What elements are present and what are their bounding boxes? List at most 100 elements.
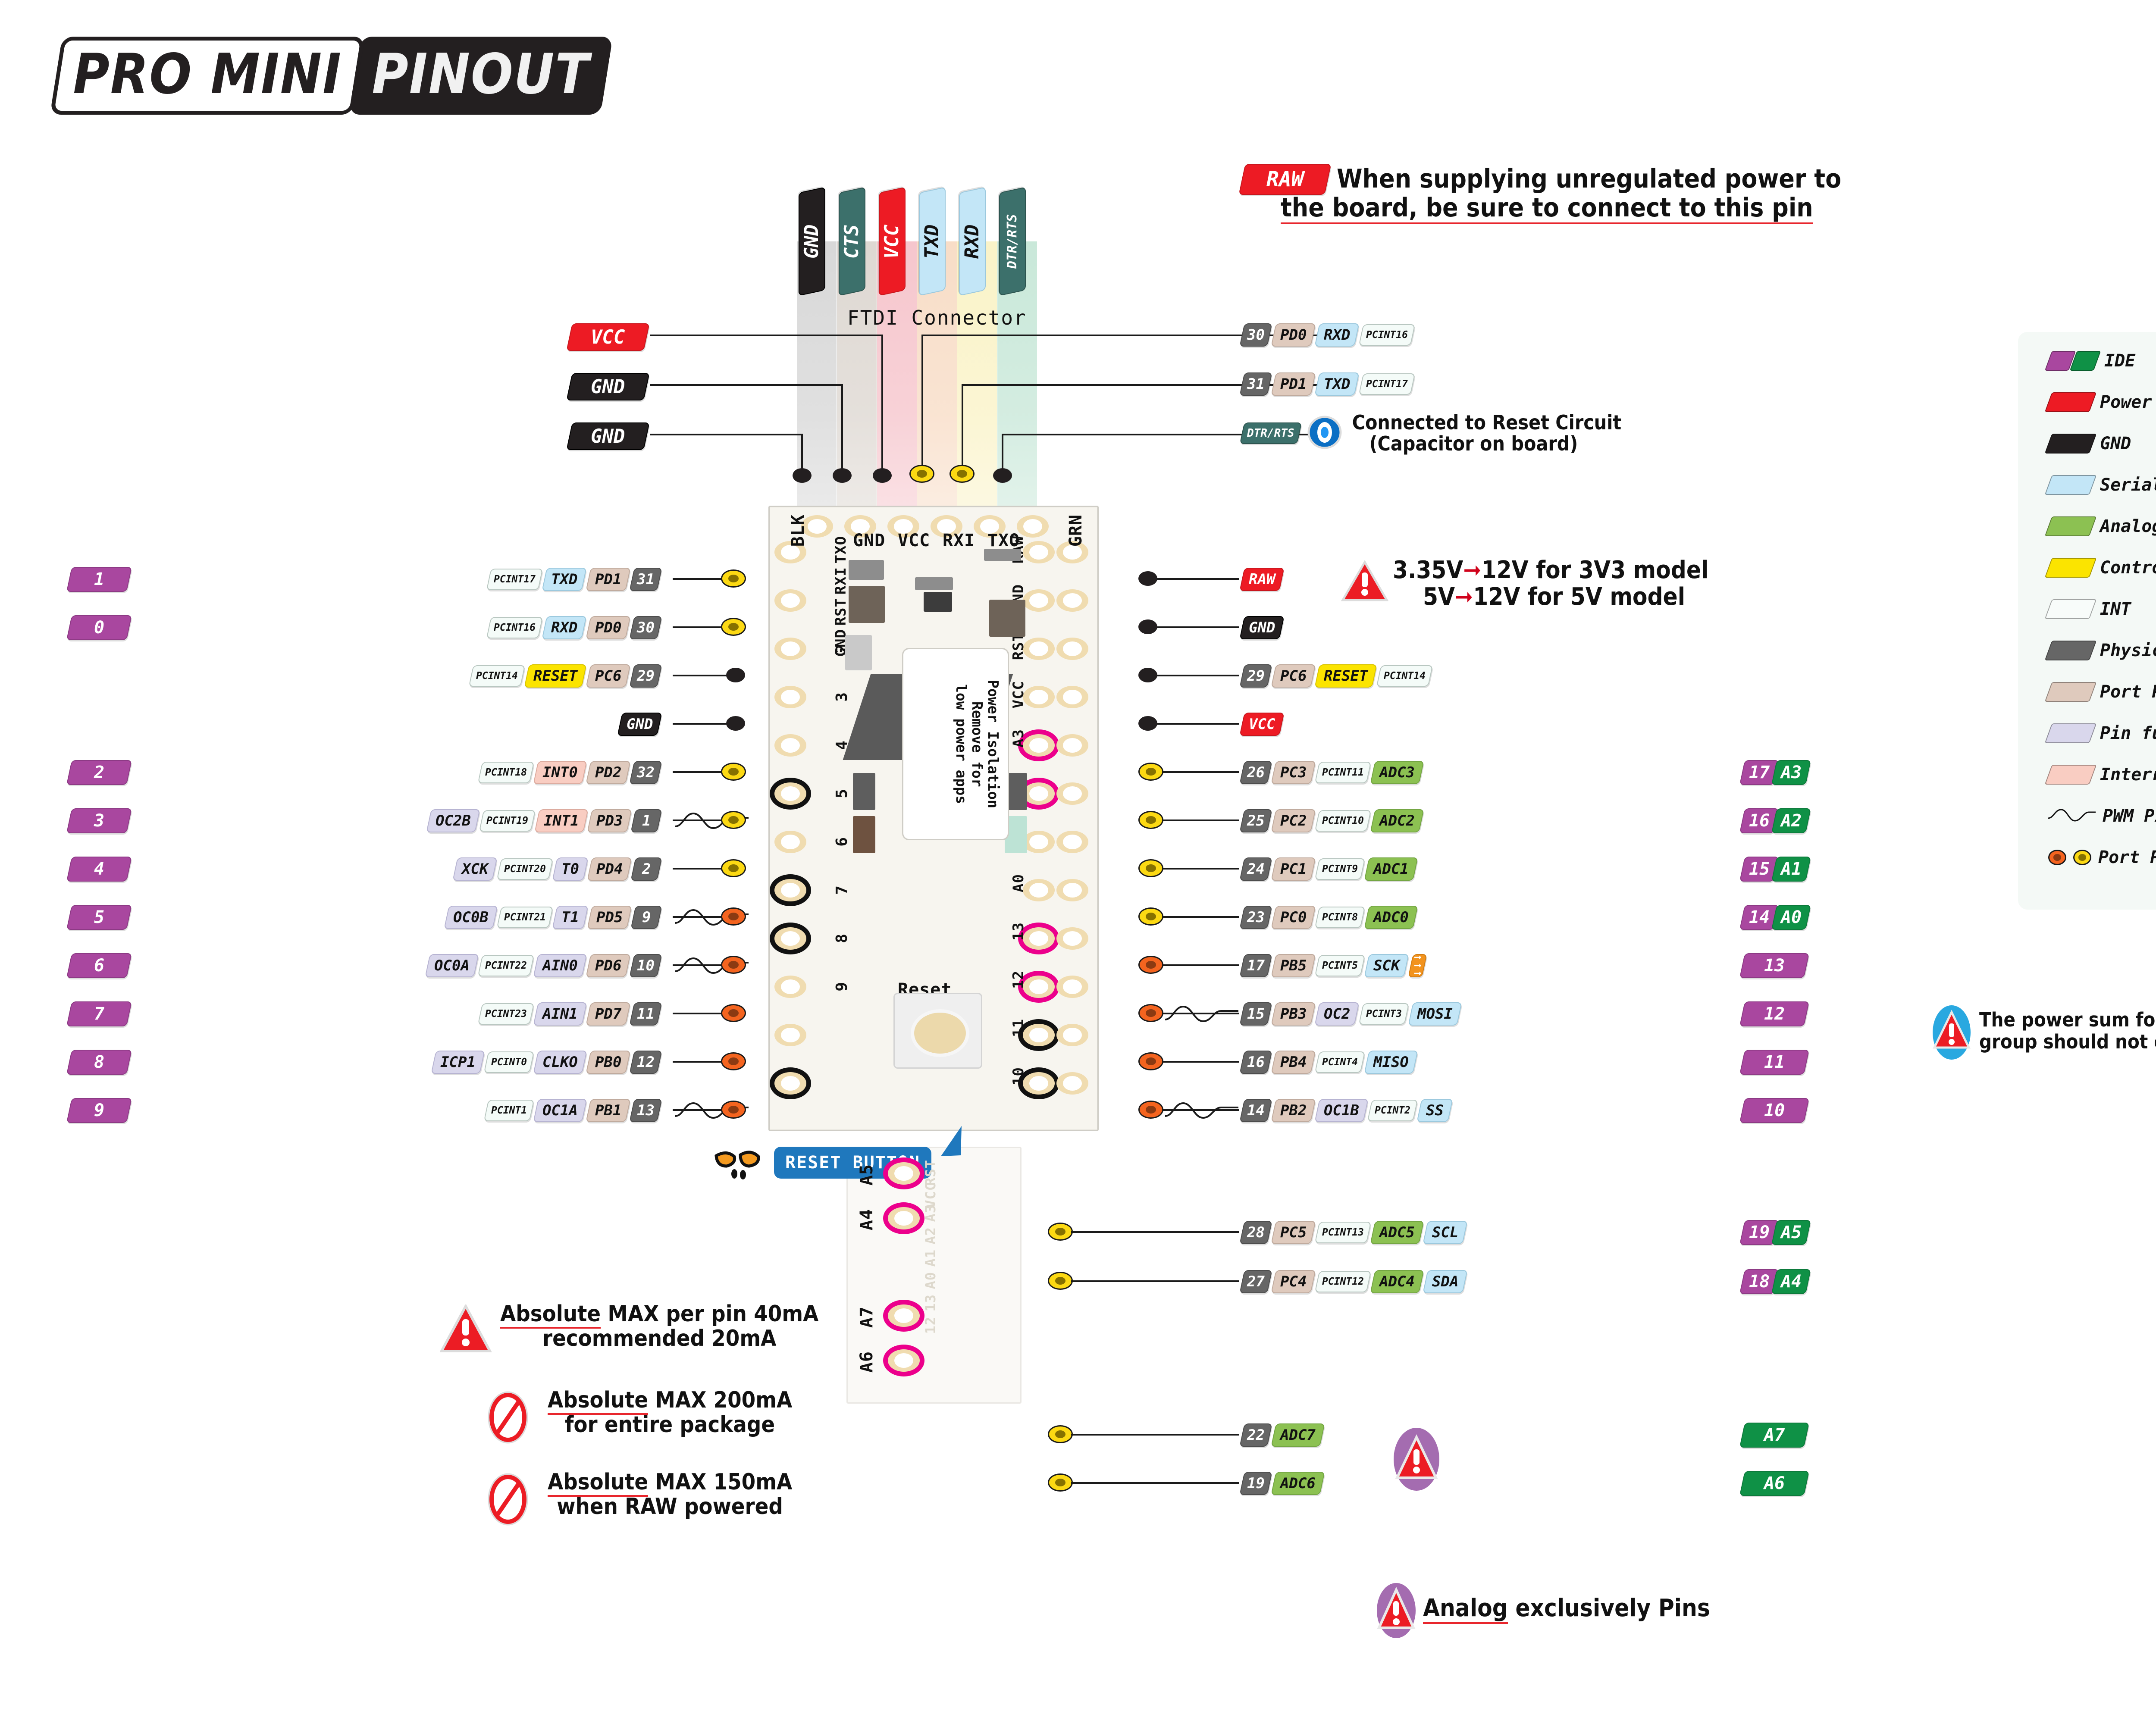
tag-alt: T1 bbox=[552, 906, 589, 929]
ide-number-right: 10 bbox=[1739, 1098, 1810, 1123]
legend-label: Serial Pin bbox=[2100, 475, 2156, 495]
leader-line bbox=[673, 626, 724, 628]
ftdi-pin-vcc: VCC bbox=[879, 187, 906, 296]
tag-physical: 11 bbox=[629, 1002, 662, 1026]
legend-swatch bbox=[2044, 599, 2097, 619]
power-sum-warning-icon bbox=[1932, 1004, 1971, 1062]
ide-number-left: 0 bbox=[66, 615, 132, 640]
tag-port: PD6 bbox=[585, 954, 631, 977]
board-right-pad-0 bbox=[1023, 541, 1055, 563]
legend-swatch bbox=[2044, 516, 2097, 536]
silk-leftnum-8: 8 bbox=[833, 933, 851, 943]
ide-analog-pair: 12 bbox=[1739, 1001, 1810, 1026]
tag-gnd: GND bbox=[617, 713, 662, 736]
port-power-dot-black bbox=[833, 468, 852, 483]
board-resistor-2 bbox=[984, 549, 1021, 561]
port-power-dot-orange bbox=[1138, 1101, 1163, 1119]
leader-line bbox=[673, 771, 724, 773]
board-right-pad-11 bbox=[1023, 1072, 1055, 1095]
silk-top-VCC: VCC bbox=[898, 531, 931, 551]
tag-alt: ADC0 bbox=[1364, 906, 1419, 929]
legend-swatch bbox=[2044, 765, 2097, 785]
tag-physical: 32 bbox=[629, 761, 662, 784]
board-left-pad-8 bbox=[774, 927, 806, 950]
triangle-warning-icon bbox=[439, 1303, 492, 1355]
port-power-dot-yellow bbox=[950, 465, 975, 483]
legend-item: IDE bbox=[2044, 347, 2135, 374]
raw-voltage-line2: 5V➞12V for 5V model bbox=[1423, 583, 1708, 610]
tag-physical: 23 bbox=[1239, 906, 1272, 929]
ftdi-serial-row: 30 PD0 RXD PCINT16 bbox=[1239, 322, 1416, 347]
adc-only-row: 19 ADC6 bbox=[1239, 1471, 1325, 1496]
tag-adc: ADC5 bbox=[1370, 1221, 1424, 1244]
silk-top-RXI: RXI bbox=[943, 531, 975, 551]
leader-line bbox=[1071, 1231, 1239, 1233]
leader-line bbox=[673, 1061, 724, 1063]
board-left-pad-6 bbox=[774, 831, 806, 853]
ftdi-pin-gnd: GND bbox=[799, 187, 825, 296]
ide-analog-pair: 10 bbox=[1739, 1098, 1810, 1123]
pin-row-right: 14 PB2 OC1B PCINT2 SS bbox=[1239, 1098, 1454, 1123]
tag-function: OC0A bbox=[425, 954, 479, 977]
tag-adc: ADC4 bbox=[1370, 1270, 1424, 1293]
pwm-wave-icon bbox=[2048, 806, 2096, 826]
pin-row-right: 23 PC0 PCINT8 ADC0 bbox=[1239, 905, 1419, 930]
raw-voltage-low: 3.35V bbox=[1393, 556, 1463, 584]
board-right-header-pad-10 bbox=[1056, 1024, 1088, 1046]
tag-pcint: PCINT0 bbox=[483, 1051, 535, 1073]
tag-physical: 9 bbox=[630, 906, 662, 929]
tag-adc: ADC7 bbox=[1271, 1423, 1325, 1447]
tag-physical: 29 bbox=[629, 664, 662, 688]
pin-row-left: PCINT23 AIN1 PD7 11 bbox=[477, 1001, 662, 1026]
tag-physical: 10 bbox=[629, 954, 662, 977]
tag-alt: AIN1 bbox=[533, 1002, 587, 1026]
legend-item: Power bbox=[2044, 389, 2152, 416]
legend-panel: IDE Power GND Serial Pin Analog Pin Control IN… bbox=[2018, 332, 2156, 910]
port-power-dot-yellow bbox=[1048, 1272, 1073, 1290]
tag-pcint: PCINT19 bbox=[479, 810, 536, 832]
board2-silk-dim-3: A2 bbox=[922, 1227, 939, 1245]
tag-raw: RAW bbox=[1238, 164, 1332, 195]
silk-grn: GRN bbox=[1066, 514, 1086, 547]
reset-button-cap[interactable] bbox=[911, 1009, 969, 1057]
silk-right-VCC: VCC bbox=[1010, 681, 1027, 709]
tag-alt: MISO bbox=[1364, 1051, 1419, 1074]
tag-physical: 30 bbox=[1239, 323, 1272, 347]
tag-i2c-bus: SCL bbox=[1423, 1221, 1468, 1244]
pin-row-left: PCINT17 TXD PD1 31 bbox=[486, 567, 662, 592]
pin-row-right: RAW bbox=[1239, 567, 1285, 592]
tag-pcint: PCINT10 bbox=[1315, 810, 1372, 832]
leader-line bbox=[1156, 723, 1239, 725]
pin-row-right: 24 PC1 PCINT9 ADC1 bbox=[1239, 857, 1419, 882]
board-transistor bbox=[924, 592, 952, 612]
ftdi-serial-row: 31 PD1 TXD PCINT17 bbox=[1239, 372, 1416, 397]
tag-port: PB2 bbox=[1271, 1099, 1316, 1122]
leader-line bbox=[650, 335, 883, 336]
pin-row-right: 15 PB3 OC2 PCINT3 MOSI bbox=[1239, 1001, 1462, 1026]
warning-text-0: Absolute MAX per pin 40mA recommended 20m… bbox=[500, 1301, 818, 1351]
ide-analog-pair: 19 A5 bbox=[1739, 1220, 1811, 1245]
board2-silk-A4: A4 bbox=[857, 1209, 877, 1231]
spi-arrows-icon: ⟶ ⟶ ⟶ bbox=[1408, 952, 1427, 979]
board-top-pad-3 bbox=[931, 515, 962, 538]
pin-row-right: 16 PB4 PCINT4 MISO bbox=[1239, 1050, 1419, 1075]
ftdi-left-gnd-1: GND bbox=[566, 373, 650, 400]
port-power-swatches bbox=[2048, 850, 2091, 865]
ide-number-left: 8 bbox=[66, 1050, 132, 1075]
board-cap-right bbox=[989, 600, 1025, 637]
board-right-header-pad-1 bbox=[1056, 589, 1088, 612]
board2-silk-A7: A7 bbox=[857, 1306, 877, 1328]
tag-port: PB5 bbox=[1271, 954, 1316, 977]
dtr-reset-row: DTR/RTS Connected to Reset Circuit (Capaci… bbox=[1239, 412, 1621, 454]
leader-line bbox=[1162, 868, 1239, 870]
silk-right-10: 10 bbox=[1010, 1067, 1027, 1085]
tag-pcint: PCINT8 bbox=[1315, 907, 1366, 928]
legend-label: Interrupt Pin bbox=[2100, 765, 2156, 785]
tag-port: PC6 bbox=[1271, 664, 1316, 688]
tag-alt: AIN0 bbox=[533, 954, 587, 977]
port-power-dot-yellow bbox=[1138, 859, 1163, 877]
port-power-dot-yellow bbox=[721, 618, 746, 636]
port-power-dot-yellow bbox=[721, 569, 746, 588]
port-power-dot-orange bbox=[721, 1101, 746, 1119]
pin-row-left: OC0A PCINT22 AIN0 PD6 10 bbox=[425, 953, 662, 978]
